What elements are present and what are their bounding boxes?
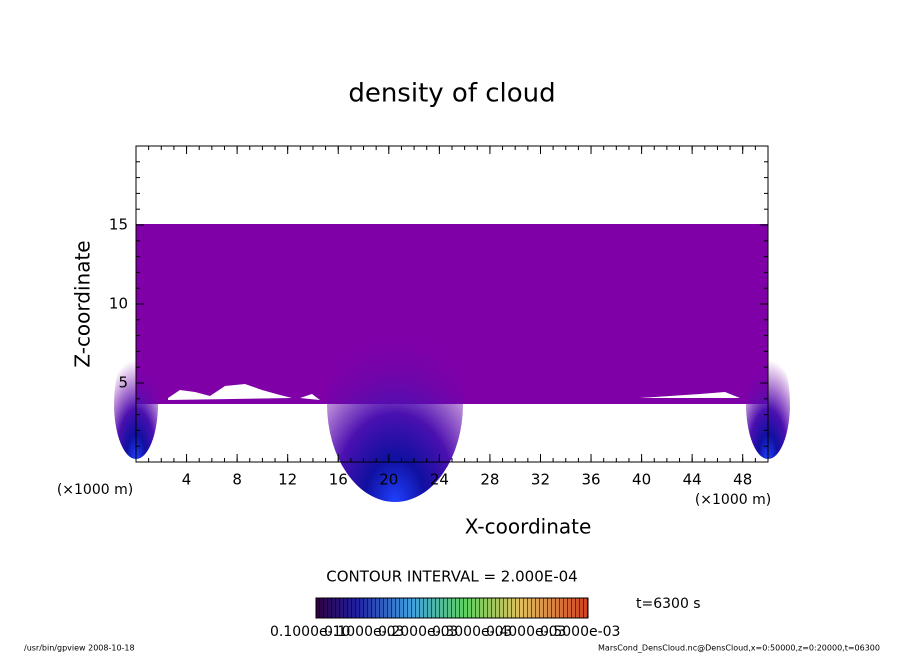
x-tick-label: 40 [632,471,651,489]
x-tick-label: 12 [278,471,297,489]
colorbar-label: 0.3000e-03 [432,624,512,640]
colorbar-label: 0.5000e-03 [540,624,620,640]
colorbar-label: 0.4000e-03 [486,624,566,640]
x-tick-label: 28 [480,471,499,489]
x-tick-label: 48 [733,471,752,489]
x-tick-label: 24 [430,471,449,489]
x-tick-label: 44 [683,471,702,489]
y-tick-label: 15 [109,216,128,234]
x-tick-label: 36 [581,471,600,489]
x-tick-label: 8 [232,471,242,489]
y-tick-label: 10 [109,295,128,313]
x-unit: (×1000 m) [695,492,771,508]
x-tick-label: 4 [182,471,192,489]
field [114,224,790,502]
time-label: t=6300 s [636,596,701,612]
colorbar-label: 0.1000e-03 [324,624,404,640]
colorbar-label: 0.1000e-10 [270,624,350,640]
x-axis-label: X-coordinate [465,515,592,539]
chart-title: density of cloud [348,79,555,109]
x-tick-label: 16 [329,471,348,489]
y-axis-label: Z-coordinate [71,240,95,367]
colorbar-label: 0.2000e-03 [378,624,458,640]
x-tick-label: 20 [379,471,398,489]
colorbar-lines [315,597,589,619]
x-tick-label: 32 [531,471,550,489]
y-unit: (×1000 m) [57,482,133,498]
footer-left: /usr/bin/gpview 2008-10-18 [24,644,135,653]
contour-interval: CONTOUR INTERVAL = 2.000E-04 [326,568,577,586]
y-tick-label: 5 [118,374,128,392]
footer-right: MarsCond_DensCloud.nc@DensCloud,x=0:5000… [598,644,880,653]
